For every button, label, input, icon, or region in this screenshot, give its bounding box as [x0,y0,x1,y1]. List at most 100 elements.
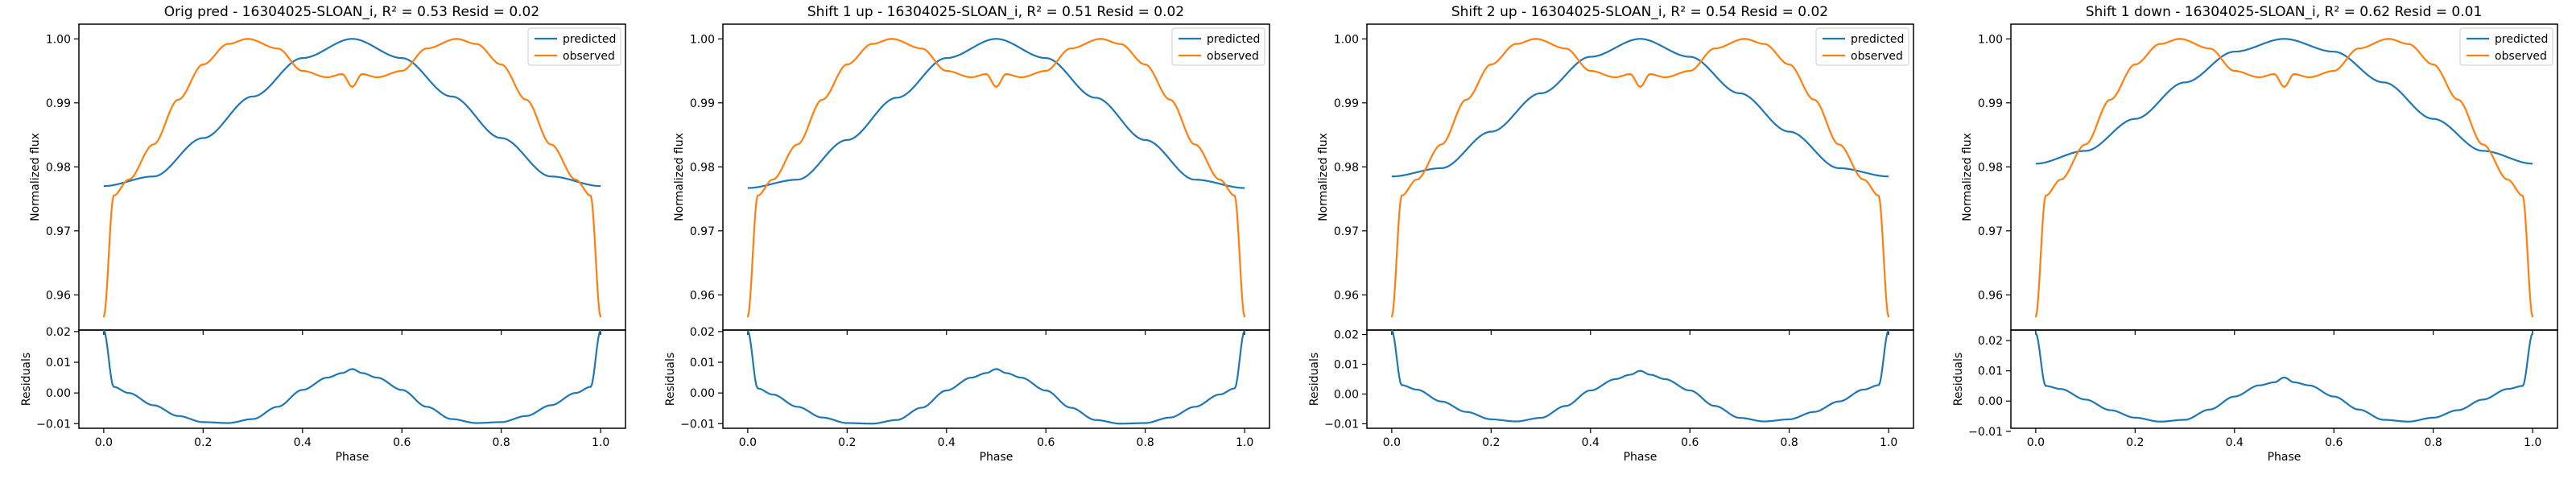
resid-y-tick-label: 0.00 [46,387,71,400]
x-tick-label: 0.4 [938,436,956,449]
legend-label-observed: observed [2495,50,2547,63]
series-line-observed [102,38,602,318]
y-tick-label: 0.98 [46,161,71,174]
residuals-line [102,329,602,424]
resid-y-tick-label: 0.02 [690,326,715,339]
x-axis-label: Phase [2268,451,2301,464]
x-tick-label: 0.0 [2027,436,2045,449]
y-tick-label: 1.00 [1334,33,1359,46]
x-tick-label: 0.2 [2126,436,2144,449]
flux-axes-frame [1366,23,1914,331]
residuals-plot: −0.01 0.00 0.01 0.02 0.0 0.2 0.4 0.6 0.8 1.0 Resid… [1952,329,2558,464]
x-tick-label: 1.0 [592,436,609,449]
series-line-predicted [103,38,601,188]
x-tick-label: 0.6 [1681,436,1699,449]
y-tick-label: 0.99 [690,97,715,110]
x-tick-label: 0.0 [1383,436,1401,449]
x-tick-label: 1.0 [2524,436,2541,449]
resid-y-tick-label: −0.01 [1968,426,2003,439]
resid-y-tick-label: −0.01 [1324,418,1359,431]
residuals-line [2034,332,2534,423]
y-axis-label: Normalized flux [29,133,42,221]
x-tick-label: 0.4 [294,436,312,449]
y-tick-label: 0.97 [1334,225,1359,238]
x-tick-label: 0.2 [838,436,856,449]
flux-plot: 0.96 0.97 0.98 0.99 1.00 Normalized flux predi… [673,23,1270,331]
y-tick-label: 0.98 [690,161,715,174]
residuals-axes-frame [2010,329,2558,429]
legend-label-predicted: predicted [2495,33,2548,46]
legend-label-observed: observed [1207,50,1259,63]
panel-title: Shift 2 up - 16304025-SLOAN_i, R² = 0.54… [1451,4,1828,20]
y-tick-label: 0.98 [1978,161,2003,174]
x-tick-label: 0.6 [393,436,411,449]
legend-label-observed: observed [1851,50,1903,63]
panel-orig-pred: Orig pred - 16304025-SLOAN_i, R² = 0.53 … [20,4,626,464]
y-tick-label: 0.99 [1334,97,1359,110]
legend: predicted observed [527,27,621,66]
x-tick-label: 1.0 [1236,436,1253,449]
series-line-observed [2034,38,2534,318]
panel-title: Shift 1 down - 16304025-SLOAN_i, R² = 0.… [2086,4,2483,20]
residuals-line [1390,329,1890,423]
resid-y-tick-label: 0.02 [1978,335,2003,348]
y-tick-label: 1.00 [1978,33,2003,46]
resid-y-tick-label: 0.01 [690,357,715,369]
legend: predicted observed [1815,27,1909,66]
x-tick-label: 0.0 [95,436,113,449]
x-tick-label: 0.2 [194,436,212,449]
y-tick-label: 0.97 [690,225,715,238]
y-tick-label: 0.96 [690,289,715,302]
x-tick-label: 0.8 [1137,436,1154,449]
y-tick-label: 1.00 [690,33,715,46]
x-axis-label: Phase [336,451,369,464]
residuals-axes-frame [1366,329,1914,429]
resid-y-tick-label: 0.00 [1978,395,2003,408]
series-line-observed [1390,38,1890,318]
x-tick-label: 0.8 [1781,436,1798,449]
residuals-line [746,330,1246,425]
series-line-observed [746,38,1246,318]
x-tick-label: 1.0 [1880,436,1897,449]
x-tick-label: 0.8 [493,436,510,449]
y-axis-label: Normalized flux [1961,133,1974,221]
y-tick-label: 0.98 [1334,161,1359,174]
residuals-axes-frame [722,329,1270,429]
legend-label-predicted: predicted [1207,33,1260,46]
x-tick-label: 0.2 [1482,436,1500,449]
y-tick-label: 0.97 [1978,225,2003,238]
y-tick-label: 0.99 [46,97,71,110]
x-tick-label: 0.0 [739,436,757,449]
panel-title: Orig pred - 16304025-SLOAN_i, R² = 0.53 … [164,4,539,20]
legend-label-predicted: predicted [563,33,616,46]
resid-y-tick-label: −0.01 [680,418,715,431]
panel-shift-1-up: Shift 1 up - 16304025-SLOAN_i, R² = 0.51… [664,4,1270,464]
x-axis-label: Phase [980,451,1013,464]
y-tick-label: 1.00 [46,33,71,46]
resid-y-axis-label: Residuals [1952,353,1965,406]
panel-shift-2-up: Shift 2 up - 16304025-SLOAN_i, R² = 0.54… [1308,4,1914,464]
flux-plot: 0.96 0.97 0.98 0.99 1.00 Normalized flux predi… [1961,23,2558,331]
x-tick-label: 0.4 [1582,436,1600,449]
panel-shift-1-down: Shift 1 down - 16304025-SLOAN_i, R² = 0.… [1952,4,2558,464]
legend: predicted observed [2459,27,2553,66]
resid-y-axis-label: Residuals [664,353,677,406]
y-tick-label: 0.97 [46,225,71,238]
x-tick-label: 0.8 [2425,436,2442,449]
legend: predicted observed [1171,27,1265,66]
resid-y-axis-label: Residuals [1308,353,1321,406]
resid-y-axis-label: Residuals [20,353,33,406]
legend-label-observed: observed [563,50,615,63]
y-tick-label: 0.96 [1334,289,1359,302]
flux-plot: 0.96 0.97 0.98 0.99 1.00 Normalized flux predi… [29,23,626,331]
x-tick-label: 0.4 [2226,436,2244,449]
x-tick-label: 0.6 [1037,436,1055,449]
resid-y-tick-label: 0.01 [1978,365,2003,378]
x-tick-label: 0.6 [2325,436,2343,449]
flux-plot: 0.96 0.97 0.98 0.99 1.00 Normalized flux predi… [1317,23,1914,331]
resid-y-tick-label: 0.00 [1334,388,1359,401]
series-line-predicted [2035,38,2533,165]
legend-label-predicted: predicted [1851,33,1904,46]
resid-y-tick-label: 0.01 [1334,359,1359,372]
